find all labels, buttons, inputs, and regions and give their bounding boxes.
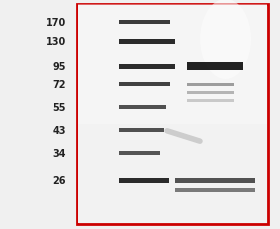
Bar — [187, 99, 234, 102]
Text: 72: 72 — [52, 80, 66, 90]
Bar — [78, 5, 267, 124]
Text: 170: 170 — [46, 18, 66, 28]
Bar — [120, 128, 164, 132]
Bar — [120, 178, 169, 183]
Bar — [120, 83, 170, 87]
Text: 130: 130 — [46, 37, 66, 47]
Text: 55: 55 — [52, 103, 66, 112]
Bar — [120, 151, 160, 155]
Bar — [120, 106, 166, 109]
Bar — [120, 21, 170, 25]
Text: 43: 43 — [52, 125, 66, 135]
Bar — [187, 63, 242, 71]
Text: 34: 34 — [52, 148, 66, 158]
Text: 26: 26 — [52, 175, 66, 185]
Bar — [175, 178, 255, 183]
Ellipse shape — [200, 0, 251, 80]
Bar — [120, 64, 175, 69]
Bar — [187, 91, 234, 94]
Bar — [175, 188, 255, 192]
Bar — [78, 6, 267, 223]
Bar — [187, 83, 234, 86]
Text: 95: 95 — [52, 62, 66, 72]
Bar — [120, 39, 175, 44]
Bar — [77, 5, 268, 224]
